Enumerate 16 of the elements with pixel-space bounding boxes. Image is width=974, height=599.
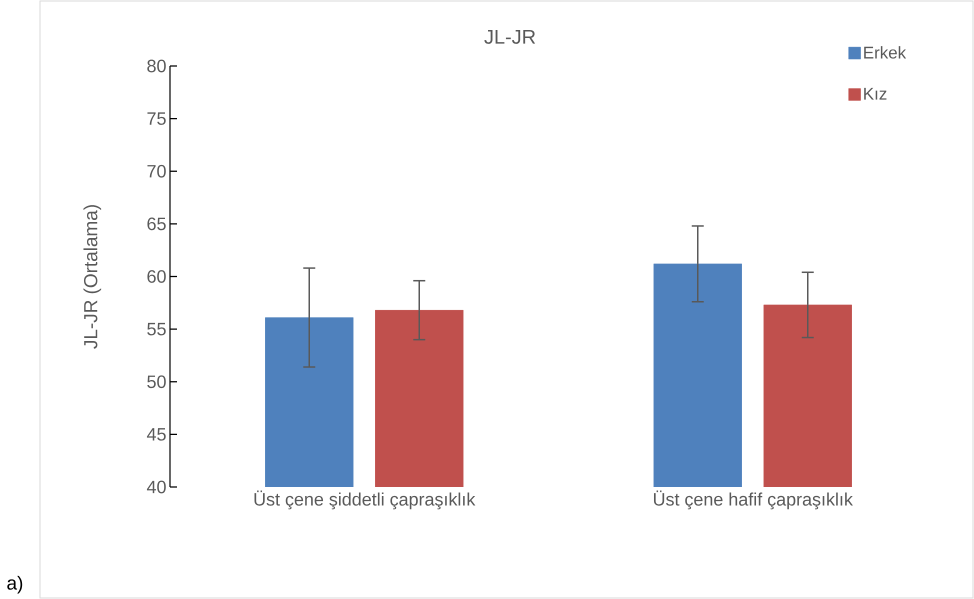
y-tick-label: 40 <box>146 480 166 494</box>
y-tick-label: 80 <box>147 60 166 72</box>
y-tick-label: 60 <box>147 270 166 283</box>
y-tick-label: 50 <box>147 375 166 388</box>
y-tick-label: 70 <box>147 164 166 178</box>
x-tick-label: Üst çene hafif çapraşıklık <box>654 490 853 510</box>
y-tick-label: 75 <box>147 112 166 125</box>
y-tick-label: 65 <box>147 218 166 230</box>
y-tick-label: 45 <box>146 428 166 441</box>
y-tick-label: 55 <box>147 322 166 336</box>
chart-title: JL-JR <box>484 30 536 44</box>
legend-label: Kız <box>864 88 886 100</box>
x-tick-label: Üst çene şiddetli çapraşıklık <box>254 490 476 510</box>
y-axis-title: JL-JR (Ortalama) <box>83 205 102 349</box>
text: a) <box>7 576 22 594</box>
legend-label: Erkek <box>864 46 906 59</box>
